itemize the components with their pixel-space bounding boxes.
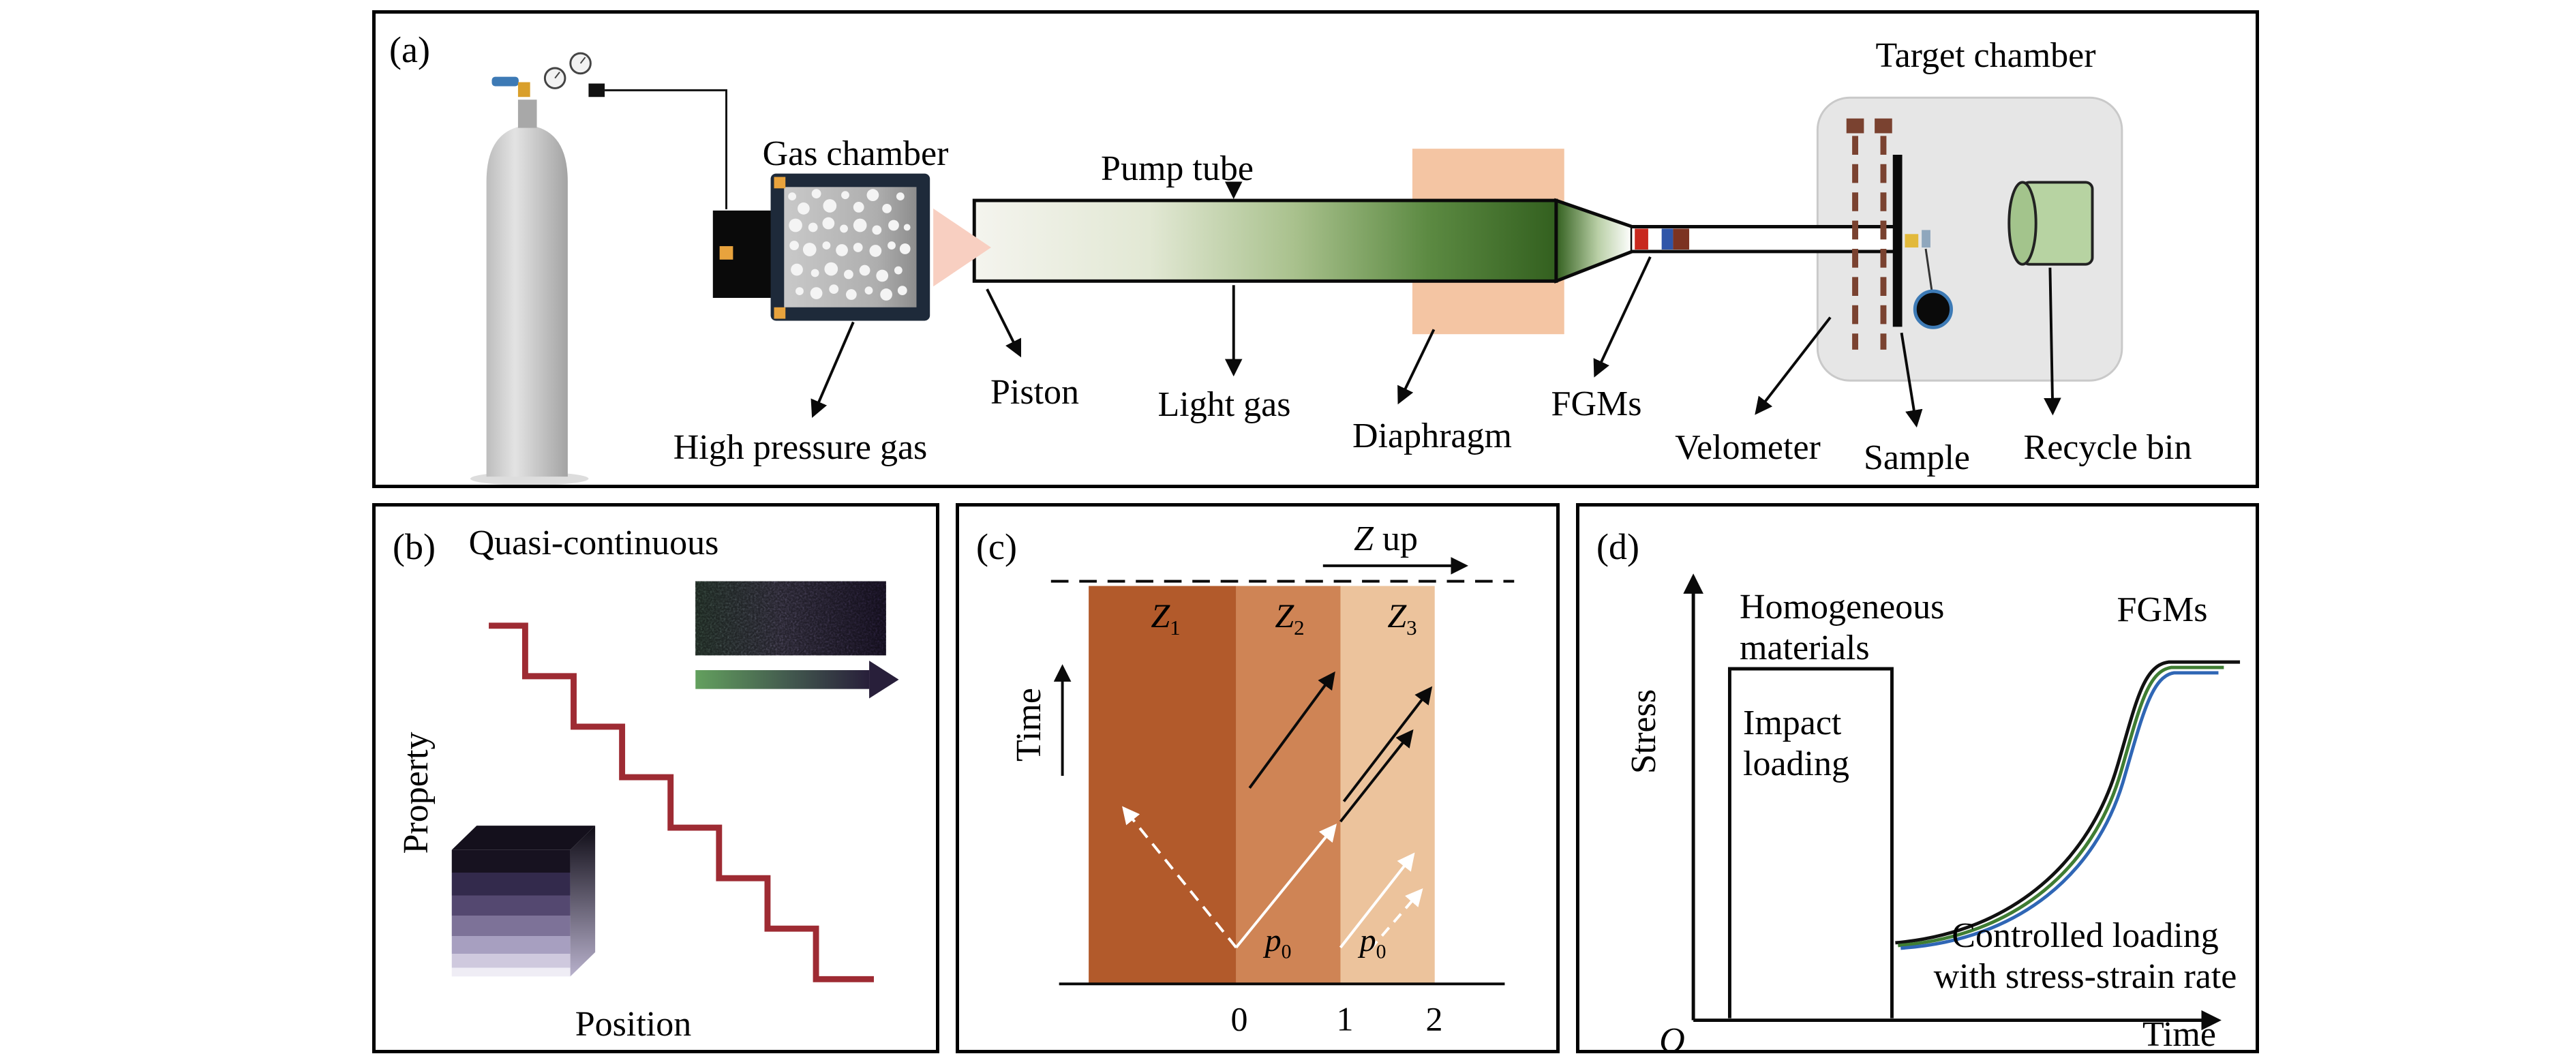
- label-velometer: Velometer: [1675, 428, 1821, 468]
- bolt-orange: [719, 246, 733, 260]
- valve-handle: [491, 76, 519, 87]
- property-step-curve: [489, 622, 874, 982]
- fgms-label: FGMs: [2117, 590, 2208, 630]
- stress-axis-label: Stress: [1624, 689, 1664, 774]
- label-recycle-bin: Recycle bin: [2023, 428, 2192, 468]
- impact-pulse-line: [1727, 667, 1894, 1019]
- x-tick-0: 0: [1230, 999, 1248, 1038]
- sample-bar: [1892, 155, 1903, 327]
- label-high-pressure-gas: High pressure gas: [673, 428, 928, 468]
- x-tick-2: 2: [1425, 999, 1443, 1038]
- sample-holder: [1905, 234, 1919, 248]
- homogeneous-materials-label: Homogeneous materials: [1740, 588, 1945, 667]
- pendulum-wire: [1924, 248, 1933, 291]
- panel-d-tag: (d): [1596, 526, 1639, 567]
- position-axis-label: Position: [575, 1005, 692, 1044]
- wave-arrows: [1122, 671, 1433, 951]
- pressure-gauge: [543, 67, 566, 89]
- bolt-orange: [774, 307, 786, 319]
- transmitted-wave-white: [1339, 852, 1415, 949]
- zone-z1-label: Z1: [1151, 597, 1181, 640]
- valve-fitting: [517, 82, 530, 97]
- label-piston: Piston: [990, 373, 1080, 412]
- zone-z1-band: [1089, 586, 1237, 984]
- bolt-orange: [774, 177, 786, 189]
- zone-z3-label: Z3: [1387, 597, 1417, 640]
- transmitted-wave-black: [1248, 671, 1335, 789]
- gas-cylinder: [470, 52, 727, 485]
- gas-gun-schematic: [470, 52, 2123, 485]
- pendulum-ball: [1913, 289, 1953, 329]
- time-axis-label: Time: [1010, 688, 1049, 761]
- transmitted-wave-black: [1339, 729, 1414, 823]
- probe-device: [1922, 230, 1930, 248]
- reflected-wave-dashed: [1122, 806, 1237, 949]
- time-axis-label: Time: [2142, 1015, 2216, 1053]
- fgm-curve-blue: [1900, 671, 2219, 950]
- quasi-continuous-graphic: [451, 581, 899, 982]
- pump-tube: [972, 198, 1558, 283]
- label-gas-chamber: Gas chamber: [762, 134, 949, 174]
- panel-c-tag: (c): [976, 526, 1017, 567]
- transmitted-wave-white: [1234, 824, 1337, 949]
- gradient-micrograph: [695, 581, 886, 656]
- piston-triangle: [933, 208, 991, 287]
- annotation-arrows: [810, 181, 2061, 428]
- origin-label: O: [1659, 1021, 1685, 1053]
- panel-c: (c) Z up Time Z1 Z2 Z3 p0 p0 0 1 2: [956, 503, 1560, 1053]
- panel-b-title: Quasi-continuous: [468, 524, 719, 563]
- label-fgms: FGMs: [1551, 384, 1642, 424]
- fgm-stack: [1635, 228, 1690, 250]
- arrow-piston: [986, 288, 1022, 358]
- arrow-sample: [1900, 332, 1923, 428]
- controlled-loading-label: Controlled loading with stress-strain ra…: [1933, 916, 2237, 996]
- wave-diagram: [1050, 557, 1515, 986]
- axes: [1683, 573, 2222, 1031]
- panel-d: (d) Stress Time O Homogeneous materials …: [1576, 503, 2259, 1053]
- reflected-wave-dashed: [1369, 888, 1423, 951]
- impact-loading-label: Impact loading: [1743, 704, 1849, 783]
- label-pump-tube: Pump tube: [1101, 149, 1254, 189]
- pressure-p0-label: p0: [1264, 922, 1292, 963]
- zone-z2-label: Z2: [1275, 597, 1305, 640]
- label-sample: Sample: [1864, 438, 1970, 478]
- fgm-curve-black: [1895, 660, 2241, 945]
- arrow-fgms: [1593, 256, 1652, 378]
- supply-line: [605, 89, 727, 209]
- panel-b: (b) Quasi-continuous Property Position: [372, 503, 939, 1053]
- transmitted-wave-black: [1342, 686, 1433, 802]
- gas-chamber-box: [770, 173, 930, 321]
- fgm-curve-green: [1898, 665, 2224, 948]
- zone-z3-band: [1340, 586, 1435, 984]
- panel-b-tag: (b): [393, 526, 436, 567]
- tube-taper: [1554, 198, 1634, 284]
- recycle-bin-cylinder: [2007, 181, 2094, 266]
- zone-z2-band: [1236, 586, 1341, 984]
- label-target-chamber: Target chamber: [1875, 36, 2096, 76]
- label-light-gas: Light gas: [1157, 385, 1291, 425]
- fgm-curves: [1895, 660, 2241, 950]
- x-tick-1: 1: [1336, 999, 1354, 1038]
- arrow-high-pressure-gas: [810, 321, 855, 418]
- panel-a-tag: (a): [389, 29, 430, 70]
- arrow-diaphragm: [1397, 329, 1436, 405]
- breech-block: [712, 210, 772, 298]
- pressure-p0-label: p0: [1359, 922, 1387, 963]
- valve-connector: [588, 83, 605, 97]
- z-up-label: Z up: [1354, 519, 1418, 559]
- stress-time-plot: [1683, 573, 2241, 1031]
- gradient-arrow-bar: [695, 661, 899, 699]
- property-axis-label: Property: [397, 731, 436, 854]
- arrow-recycle-bin: [2044, 267, 2061, 416]
- panel-a: (a) Gas chamber Pump tube Target chamber…: [372, 10, 2259, 488]
- arrow-velometer: [1755, 316, 1832, 415]
- label-diaphragm: Diaphragm: [1352, 417, 1512, 456]
- velometer-pins: [1846, 118, 1892, 350]
- graded-cube: [451, 826, 596, 977]
- gas-bubbles: [788, 189, 911, 301]
